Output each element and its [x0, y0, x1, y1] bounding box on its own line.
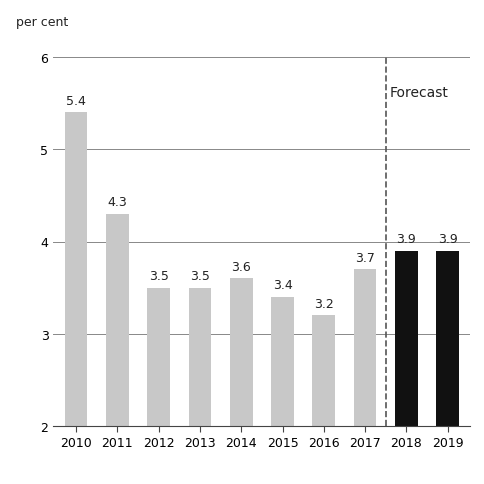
Text: per cent: per cent	[16, 15, 68, 29]
Text: 3.7: 3.7	[354, 251, 374, 264]
Bar	[271, 297, 293, 426]
Bar	[106, 214, 128, 426]
Bar	[312, 316, 334, 426]
Bar	[64, 113, 87, 426]
Bar	[188, 288, 211, 426]
Text: 3.5: 3.5	[149, 270, 168, 283]
Text: 3.2: 3.2	[313, 297, 333, 310]
Text: 3.9: 3.9	[437, 233, 457, 246]
Text: Forecast: Forecast	[389, 86, 448, 100]
Bar	[353, 270, 376, 426]
Text: 5.4: 5.4	[66, 95, 86, 108]
Bar	[394, 251, 417, 426]
Bar	[147, 288, 170, 426]
Text: 3.4: 3.4	[272, 279, 292, 292]
Bar	[229, 279, 252, 426]
Text: 3.9: 3.9	[396, 233, 415, 246]
Text: 3.6: 3.6	[231, 260, 251, 273]
Text: 4.3: 4.3	[107, 196, 127, 209]
Bar	[436, 251, 458, 426]
Text: 3.5: 3.5	[190, 270, 210, 283]
